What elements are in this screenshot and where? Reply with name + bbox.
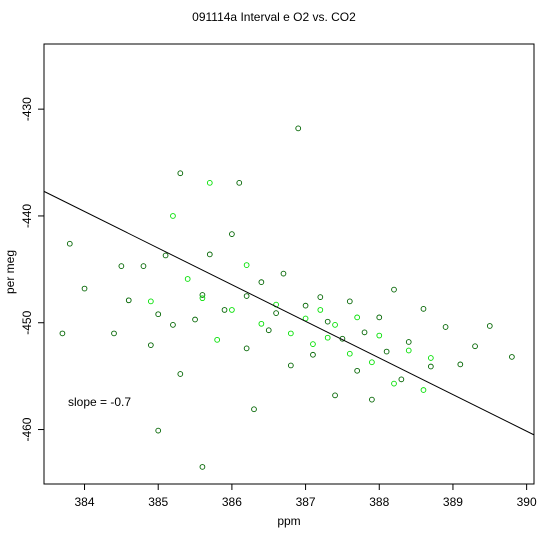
data-point [147,298,154,305]
data-point [206,251,213,258]
data-point [118,263,125,269]
y-axis: -430 -440 -450 -460 [20,97,44,442]
data-point [177,170,184,177]
data-point [243,262,250,268]
data-point [509,354,515,360]
data-point [442,324,449,330]
data-point [221,307,228,313]
data-point [376,314,383,321]
data-point [265,327,272,334]
data-point [199,295,206,302]
data-point [243,293,250,299]
data-point [184,276,191,282]
data-point [332,392,338,399]
data-point [229,307,235,313]
data-point [177,371,184,377]
data-point [427,363,434,370]
chart-title: 091114a Interval e O2 vs. CO2 [192,10,356,24]
y-tick-label: -440 [20,204,34,228]
data-point [324,334,331,341]
data-point [258,320,265,327]
data-point [214,336,221,343]
data-point [170,213,176,219]
data-point [376,332,383,339]
y-axis-label: per meg [3,250,17,294]
data-point [346,298,353,305]
data-point [155,427,162,434]
data-point [317,307,324,313]
x-tick-label: 390 [517,495,537,509]
x-tick-label: 389 [443,495,463,509]
data-point [391,380,397,387]
data-point [192,316,198,323]
x-axis-label: ppm [277,514,300,528]
data-point [383,348,390,355]
slope-annotation: slope = -0.7 [68,395,131,409]
data-point [199,292,206,298]
data-point [420,306,427,312]
data-point [369,359,375,366]
data-point [405,339,412,345]
data-point [273,310,279,316]
data-point [206,179,213,186]
data-point [310,351,316,358]
data-point [295,125,302,132]
data-point [391,286,397,293]
x-tick-label: 386 [222,495,242,509]
data-point [332,322,338,328]
plot-frame [43,43,535,485]
data-point [472,343,478,350]
y-tick-label: -450 [20,310,34,334]
data-point [302,302,309,309]
x-axis: 384 385 386 387 388 389 390 [75,484,537,509]
data-point [427,355,434,361]
data-point [398,376,405,383]
x-tick-label: 385 [148,495,168,509]
data-point [155,311,162,318]
data-point [236,179,243,186]
data-point [369,396,375,403]
data-point [81,285,88,292]
data-point [361,329,368,336]
x-tick-label: 384 [75,495,95,509]
data-point [258,279,265,286]
y-tick-label: -460 [20,417,34,441]
data-point [317,294,324,300]
data-point [140,263,147,269]
data-point [111,330,117,337]
data-point [324,318,331,325]
regression-line [43,190,535,436]
data-point [310,341,316,347]
data-point [243,345,250,352]
data-points [59,125,515,470]
data-point [287,362,294,369]
data-point [199,464,206,470]
data-point [486,323,493,329]
data-point [346,350,353,357]
data-point [457,361,464,368]
data-point [147,342,154,349]
data-point [229,231,235,237]
data-point [125,297,132,304]
data-point [162,252,169,259]
data-point [420,387,427,393]
data-point [59,330,66,337]
data-point [170,322,176,328]
data-point [287,330,294,337]
data-point [405,347,412,354]
x-tick-label: 388 [369,495,389,509]
data-point [280,270,287,277]
data-point [354,314,361,321]
y-tick-label: -430 [20,97,34,121]
data-point [66,240,73,247]
data-point [354,367,361,374]
data-point [251,406,257,413]
x-tick-label: 387 [296,495,316,509]
